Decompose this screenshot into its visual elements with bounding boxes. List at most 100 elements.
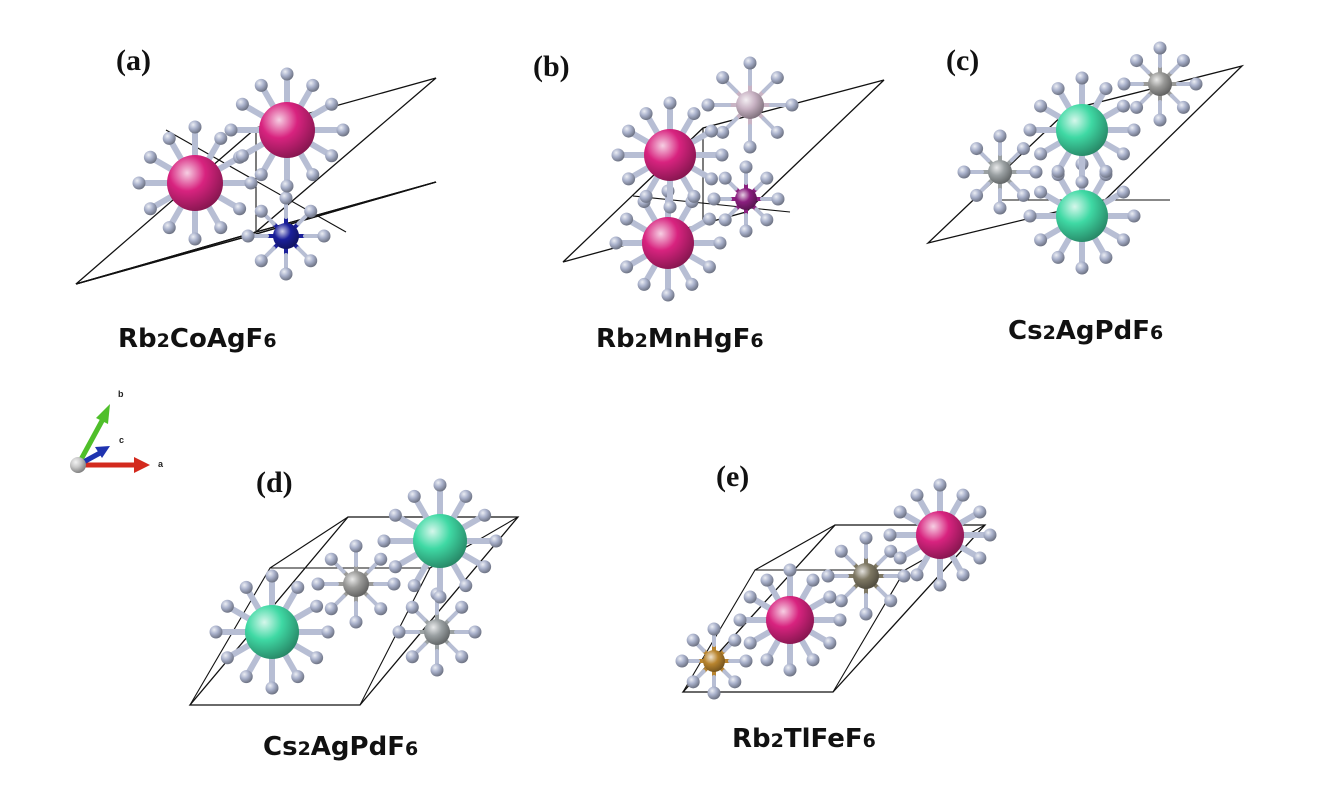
fluorine-atom (739, 160, 753, 174)
fluorine-atom (489, 534, 503, 548)
fluorine-atom (214, 131, 228, 145)
fluorine-atom (387, 577, 401, 591)
fluorine-atom (704, 172, 718, 186)
fluorine-atom (143, 202, 157, 216)
fluorine-atom (834, 594, 848, 608)
fluorine-atom (806, 653, 820, 667)
fluorine-atom (132, 176, 146, 190)
structure-a (75, 67, 437, 285)
fluorine-atom (162, 221, 176, 235)
fluorine-atom (957, 165, 971, 179)
fluorine-atom (1051, 250, 1065, 264)
fluorine-atom (637, 277, 651, 291)
fluorine-atom (760, 213, 774, 227)
formula-d: Cs2AgPdF6 (263, 732, 419, 762)
fluorine-atom (1130, 100, 1144, 114)
fluorine-atom (743, 590, 757, 604)
fluorine-atom (859, 531, 873, 545)
fluorine-atom (687, 189, 701, 203)
fluorine-atom (405, 600, 419, 614)
fluorine-atom (321, 625, 335, 639)
fluorine-atom (254, 254, 268, 268)
fluorine-atom (324, 552, 338, 566)
fluorine-atom (743, 56, 757, 70)
fluorine-atom (718, 213, 732, 227)
fluorine-atom (209, 625, 223, 639)
fluorine-atom (760, 573, 774, 587)
fluorine-atom (239, 670, 253, 684)
fluorine-atom (956, 488, 970, 502)
fluorine-atom (707, 686, 721, 700)
fluorine-atom (310, 651, 324, 665)
fluorine-atom (430, 663, 444, 677)
axis-b-arrowhead (96, 404, 110, 424)
fluorine-atom (433, 478, 447, 492)
fluorine-atom (713, 236, 727, 250)
fluorine-atom (1029, 165, 1043, 179)
fluorine-atom (1016, 188, 1030, 202)
fluorine-atom (893, 551, 907, 565)
formula-e: Rb2TlFeF6 (732, 724, 876, 754)
panel-label-b: (b) (533, 50, 570, 83)
fluorine-atom (707, 622, 721, 636)
fluorine-atom (1099, 250, 1113, 264)
fluorine-atom (620, 260, 634, 274)
fluorine-atom (675, 654, 689, 668)
fluorine-atom (374, 552, 388, 566)
fluorine-atom (478, 508, 492, 522)
fluorine-atom (639, 107, 653, 121)
fluorine-atom (1153, 41, 1167, 55)
rb-atom (642, 217, 694, 269)
fluorine-atom (220, 651, 234, 665)
fluorine-atom (468, 625, 482, 639)
fluorine-atom (143, 150, 157, 164)
fluorine-atom (1075, 175, 1089, 189)
fluorine-atom (254, 168, 268, 182)
cs-atom (413, 514, 467, 568)
axis-triad (70, 404, 150, 473)
fluorine-atom (455, 650, 469, 664)
fluorine-atom (973, 551, 987, 565)
fluorine-atom (239, 580, 253, 594)
fluorine-atom (279, 191, 293, 205)
fluorine-atom (1075, 71, 1089, 85)
fluorine-atom (743, 140, 757, 154)
fluorine-atom (459, 579, 473, 593)
fluorine-atom (893, 505, 907, 519)
cs-atom (245, 605, 299, 659)
fluorine-atom (311, 577, 325, 591)
rb-atom (766, 596, 814, 644)
fluorine-atom (304, 204, 318, 218)
fluorine-atom (806, 573, 820, 587)
fluorine-atom (455, 600, 469, 614)
fluorine-atom (993, 201, 1007, 215)
fluorine-atom (188, 120, 202, 134)
fluorine-atom (716, 125, 730, 139)
fluorine-atom (1099, 82, 1113, 96)
fluorine-atom (770, 71, 784, 85)
fluorine-atom (910, 568, 924, 582)
fluorine-atom (388, 560, 402, 574)
fluorine-atom (661, 288, 675, 302)
axis-label-c: c (119, 435, 125, 445)
fluorine-atom (1189, 77, 1203, 91)
axis-origin (70, 457, 86, 473)
fluorine-atom (973, 505, 987, 519)
cell-edge (269, 516, 349, 569)
fluorine-atom (728, 675, 742, 689)
fluorine-atom (233, 202, 247, 216)
rb-atom (644, 129, 696, 181)
fluorine-atom (235, 97, 249, 111)
fluorine-atom (374, 602, 388, 616)
fluorine-atom (993, 129, 1007, 143)
fluorine-atom (663, 96, 677, 110)
axis-a-arrowhead (134, 457, 150, 473)
fluorine-atom (639, 189, 653, 203)
fluorine-atom (663, 200, 677, 214)
fluorine-atom (1016, 142, 1030, 156)
fluorine-atom (956, 568, 970, 582)
fluorine-atom (310, 599, 324, 613)
structure-d (188, 478, 520, 706)
